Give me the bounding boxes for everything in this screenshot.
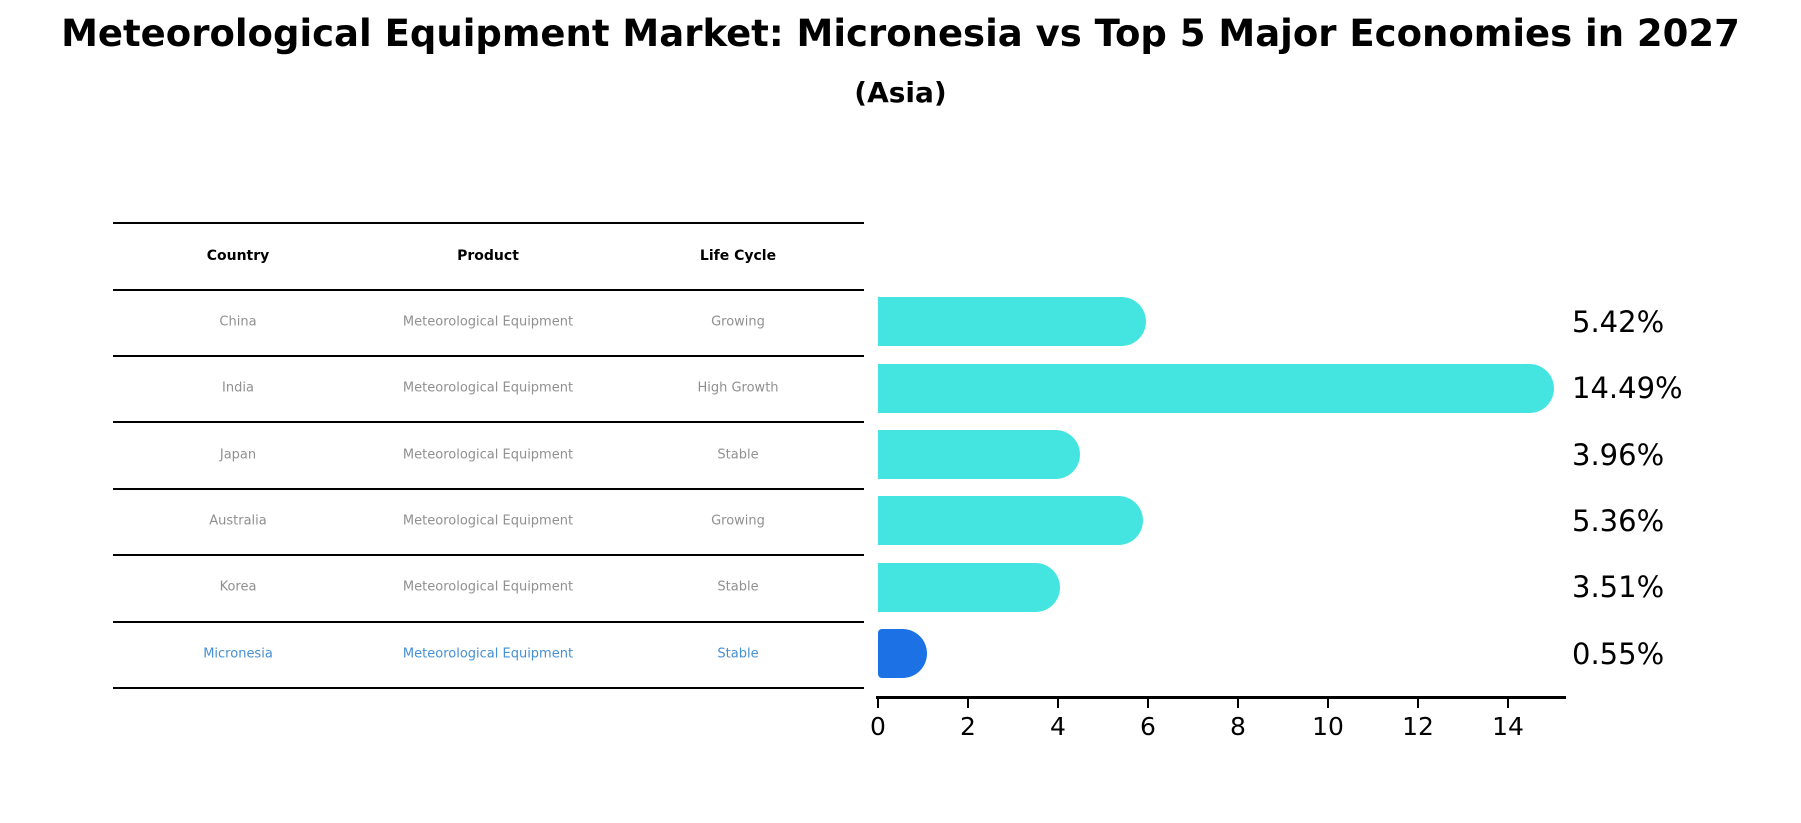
column-header-country: Country bbox=[206, 248, 270, 264]
x-tick-label: 4 bbox=[1050, 712, 1066, 741]
table-row-line bbox=[113, 354, 864, 357]
column-header-product: Product bbox=[457, 248, 519, 264]
table-row-line bbox=[113, 554, 864, 557]
bar-value-label: 14.49% bbox=[1572, 371, 1683, 406]
table-cell-product: Meteorological Equipment bbox=[402, 447, 574, 463]
table-row-line bbox=[113, 687, 864, 689]
x-tick-mark bbox=[1417, 697, 1419, 708]
table-cell-life-cycle: High Growth bbox=[697, 380, 779, 396]
table-cell-country: India bbox=[222, 380, 254, 396]
table-cell-product: Meteorological Equipment bbox=[402, 646, 574, 662]
x-tick-mark bbox=[1057, 697, 1059, 708]
table-cell-life-cycle: Growing bbox=[711, 513, 765, 529]
table-row-line bbox=[113, 421, 864, 424]
x-tick-mark bbox=[1237, 697, 1239, 708]
x-tick-label: 2 bbox=[960, 712, 976, 741]
x-tick-label: 14 bbox=[1492, 712, 1524, 741]
table-cell-product: Meteorological Equipment bbox=[402, 513, 574, 529]
bar-micronesia bbox=[878, 629, 927, 679]
x-tick-mark bbox=[1327, 697, 1329, 708]
x-tick-mark bbox=[877, 697, 879, 708]
table-cell-country: China bbox=[219, 314, 257, 330]
chart-subtitle: (Asia) bbox=[854, 76, 947, 109]
x-tick-label: 8 bbox=[1230, 712, 1246, 741]
x-tick-mark bbox=[1147, 697, 1149, 708]
table-cell-country: Australia bbox=[209, 513, 267, 529]
x-axis-line bbox=[876, 696, 1566, 699]
x-tick-label: 0 bbox=[870, 712, 886, 741]
bar-value-label: 0.55% bbox=[1572, 636, 1665, 671]
table-row-line bbox=[113, 487, 864, 490]
column-header-life-cycle: Life Cycle bbox=[699, 248, 777, 264]
bar-australia bbox=[878, 496, 1144, 546]
x-tick-mark bbox=[967, 697, 969, 708]
table-cell-life-cycle: Growing bbox=[711, 314, 765, 330]
table-row-line bbox=[113, 288, 864, 291]
bar-japan bbox=[878, 430, 1081, 480]
table-cell-product: Meteorological Equipment bbox=[402, 380, 574, 396]
table-cell-life-cycle: Stable bbox=[717, 646, 759, 662]
table-cell-country: Micronesia bbox=[203, 646, 273, 662]
table-cell-country: Korea bbox=[219, 579, 257, 595]
bar-korea bbox=[878, 562, 1060, 612]
table-cell-life-cycle: Stable bbox=[717, 447, 759, 463]
x-tick-label: 6 bbox=[1140, 712, 1156, 741]
bar-value-label: 3.51% bbox=[1572, 570, 1665, 605]
bar-india bbox=[878, 363, 1555, 413]
table-cell-country: Japan bbox=[219, 447, 257, 463]
table-cell-product: Meteorological Equipment bbox=[402, 314, 574, 330]
bar-value-label: 3.96% bbox=[1572, 437, 1665, 472]
table-row-line bbox=[113, 620, 864, 623]
table-cell-product: Meteorological Equipment bbox=[402, 579, 574, 595]
x-tick-mark bbox=[1507, 697, 1509, 708]
bar-china bbox=[878, 297, 1146, 347]
bar-value-label: 5.36% bbox=[1572, 503, 1665, 538]
x-tick-label: 12 bbox=[1402, 712, 1434, 741]
table-row-line bbox=[113, 222, 864, 224]
chart-title: Meteorological Equipment Market: Microne… bbox=[61, 12, 1740, 55]
bar-value-label: 5.42% bbox=[1572, 304, 1665, 339]
table-cell-life-cycle: Stable bbox=[717, 579, 759, 595]
x-tick-label: 10 bbox=[1312, 712, 1344, 741]
